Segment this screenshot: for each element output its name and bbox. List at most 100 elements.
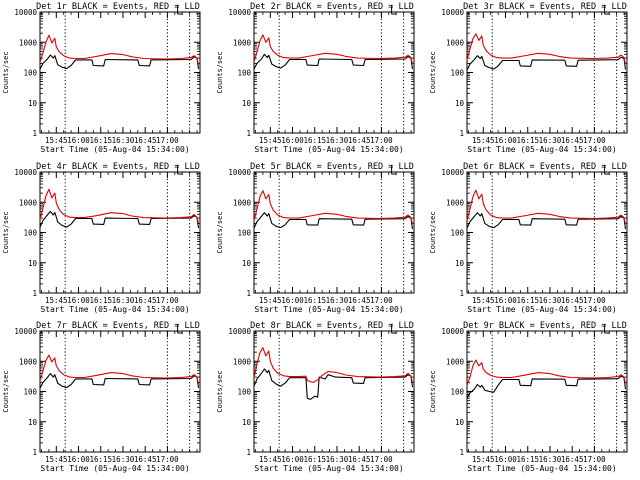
y-tick-label: 10000 xyxy=(441,327,464,336)
y-tick-label: 1 xyxy=(32,129,37,138)
panel-title: Det 8r BLACK = Events, RED = LLD xyxy=(250,321,414,331)
detector-panel-1: Det 1r BLACK = Events, RED = LLD 1 10 100 10… xyxy=(2,2,201,154)
y-tick-label: 100 xyxy=(450,69,464,78)
x-tick-label: 16:30 xyxy=(112,455,135,464)
lld-series-line xyxy=(466,189,627,225)
y-tick-label: 10 xyxy=(455,418,465,427)
x-tick-label: 16:00 xyxy=(67,455,90,464)
panel-title: Det 9r BLACK = Events, RED = LLD xyxy=(463,321,627,331)
plot-frame xyxy=(39,11,201,134)
x-tick-label: 15:45 xyxy=(259,296,282,305)
y-tick-label: 10000 xyxy=(441,168,464,177)
x-tick-label: 16:00 xyxy=(281,296,304,305)
y-tick-label: 10 xyxy=(242,418,252,427)
plot-frame xyxy=(466,11,628,134)
panel-title: Det 6r BLACK = Events, RED = LLD xyxy=(463,162,627,172)
lld-series-line xyxy=(39,188,200,224)
x-tick-label: 15:45 xyxy=(472,136,495,145)
y-tick-label: 1 xyxy=(246,448,251,457)
y-tick-label: 10 xyxy=(455,99,465,108)
detector-panel-2: Det 2r BLACK = Events, RED = LLD 1 10 100 10… xyxy=(216,2,415,154)
x-tick-label: 16:30 xyxy=(539,455,562,464)
y-tick-label: 10000 xyxy=(14,168,37,177)
y-axis-label: Counts/sec xyxy=(216,211,224,253)
y-tick-label: 1 xyxy=(32,289,37,298)
x-tick-label: 16:15 xyxy=(516,136,539,145)
y-axis-label: Counts/sec xyxy=(429,51,437,93)
y-tick-label: 10 xyxy=(28,99,38,108)
y-axis-label: Counts/sec xyxy=(429,370,437,412)
x-tick-label: 16:45 xyxy=(134,136,157,145)
y-axis-label: Counts/sec xyxy=(216,51,224,93)
x-tick-label: 16:45 xyxy=(134,296,157,305)
x-tick-label: 15:45 xyxy=(472,455,495,464)
y-tick-label: 100 xyxy=(237,388,251,397)
x-tick-label: 15:45 xyxy=(45,296,68,305)
y-tick-label: 10000 xyxy=(14,327,37,336)
y-axis-label: Counts/sec xyxy=(2,211,10,253)
y-tick-label: 1000 xyxy=(19,38,38,47)
lld-series-line xyxy=(466,359,627,386)
y-tick-label: 10000 xyxy=(441,8,464,17)
x-tick-label: 15:45 xyxy=(472,296,495,305)
lld-series-line xyxy=(39,354,200,384)
y-tick-label: 1 xyxy=(459,129,464,138)
x-tick-label: 17:00 xyxy=(583,296,606,305)
x-tick-label: 15:45 xyxy=(259,136,282,145)
y-tick-label: 1000 xyxy=(19,357,38,366)
x-tick-label: 16:15 xyxy=(303,136,326,145)
y-tick-label: 100 xyxy=(237,69,251,78)
x-tick-label: 16:45 xyxy=(134,455,157,464)
y-tick-label: 100 xyxy=(450,229,464,238)
x-tick-label: 16:15 xyxy=(516,296,539,305)
detector-panel-6: Det 6r BLACK = Events, RED = LLD 1 10 100 10… xyxy=(429,162,628,314)
y-tick-label: 1 xyxy=(246,289,251,298)
panel-title: Det 1r BLACK = Events, RED = LLD xyxy=(36,2,200,12)
y-axis-label: Counts/sec xyxy=(429,211,437,253)
x-tick-label: 16:15 xyxy=(303,455,326,464)
y-tick-label: 1 xyxy=(32,448,37,457)
lld-series-line xyxy=(466,33,627,65)
x-axis-label: Start Time (05-Aug-04 15:34:00) xyxy=(40,464,189,473)
x-tick-label: 17:00 xyxy=(370,455,393,464)
x-tick-label: 16:30 xyxy=(326,455,349,464)
panel-title: Det 2r BLACK = Events, RED = LLD xyxy=(250,2,414,12)
x-tick-label: 16:00 xyxy=(494,136,517,145)
x-tick-label: 17:00 xyxy=(156,136,179,145)
x-tick-label: 16:30 xyxy=(112,296,135,305)
y-tick-label: 10 xyxy=(28,418,38,427)
x-tick-label: 16:30 xyxy=(326,296,349,305)
x-tick-label: 16:45 xyxy=(561,296,584,305)
x-tick-label: 17:00 xyxy=(370,296,393,305)
events-series-line xyxy=(39,54,200,70)
y-tick-label: 1000 xyxy=(446,198,465,207)
x-tick-label: 16:30 xyxy=(112,136,135,145)
x-tick-label: 16:30 xyxy=(539,136,562,145)
events-series-line xyxy=(39,373,200,389)
y-tick-label: 10000 xyxy=(228,168,251,177)
y-axis-label: Counts/sec xyxy=(2,370,10,412)
y-tick-label: 1 xyxy=(246,129,251,138)
y-tick-label: 10000 xyxy=(228,8,251,17)
plot-frame xyxy=(253,330,415,453)
x-tick-label: 16:45 xyxy=(348,455,371,464)
detector-panel-3: Det 3r BLACK = Events, RED = LLD 1 10 100 10… xyxy=(429,2,628,154)
x-axis-label: Start Time (05-Aug-04 15:34:00) xyxy=(467,464,616,473)
plot-frame xyxy=(39,330,201,453)
x-tick-label: 15:45 xyxy=(259,455,282,464)
y-axis-label: Counts/sec xyxy=(216,370,224,412)
x-axis-label: Start Time (05-Aug-04 15:34:00) xyxy=(40,305,189,314)
x-tick-label: 17:00 xyxy=(156,455,179,464)
x-tick-label: 17:00 xyxy=(583,455,606,464)
lld-series-line xyxy=(253,34,414,65)
x-tick-label: 16:15 xyxy=(89,136,112,145)
x-tick-label: 16:30 xyxy=(326,136,349,145)
x-tick-label: 17:00 xyxy=(370,136,393,145)
x-axis-label: Start Time (05-Aug-04 15:34:00) xyxy=(467,145,616,154)
y-tick-label: 10000 xyxy=(14,8,37,17)
events-series-line xyxy=(253,53,414,70)
x-tick-label: 16:45 xyxy=(561,136,584,145)
y-tick-label: 100 xyxy=(237,229,251,238)
x-axis-label: Start Time (05-Aug-04 15:34:00) xyxy=(40,145,189,154)
y-tick-label: 1000 xyxy=(233,38,252,47)
